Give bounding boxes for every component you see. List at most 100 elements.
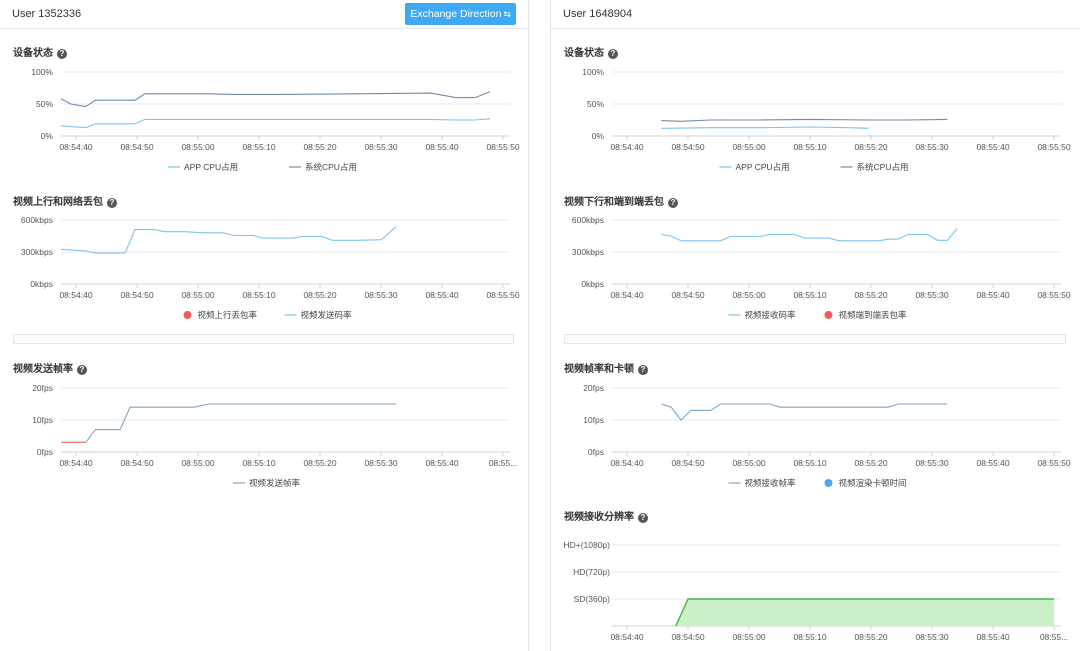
x-tick-label: 08:55:30 <box>915 290 948 300</box>
x-tick-label: 08:55:30 <box>915 458 948 468</box>
x-tick-label: 08:54:50 <box>671 142 704 152</box>
x-tick-label: 08:55:20 <box>854 290 887 300</box>
y-tick-label: 0kbps <box>30 279 53 289</box>
x-tick-label: 08:55:30 <box>364 142 397 152</box>
series-line <box>661 228 958 242</box>
legend-label: 视频接收帧率 <box>745 478 797 488</box>
y-category-label: HD+(1080p) <box>563 540 610 550</box>
series-line <box>60 118 491 129</box>
x-tick-label: 08:55:40 <box>425 142 458 152</box>
x-tick-label: 08:55:50 <box>486 290 519 300</box>
x-tick-label: 08:55:00 <box>181 290 214 300</box>
x-tick-label: 08:55:20 <box>854 142 887 152</box>
chart-right-recv-fps: 0fps 10fps 20fps 08:54:40 08:54:50 08:55:00 08… <box>583 383 1071 488</box>
x-tick-label: 08:54:50 <box>120 458 153 468</box>
y-tick-label: 0% <box>41 131 54 141</box>
series-line <box>661 403 948 421</box>
legend-label: 视频渲染卡顿时间 <box>839 478 907 488</box>
panel-divider <box>528 0 529 651</box>
chart-title-right-device: 设备状态? <box>564 44 618 59</box>
help-icon[interactable]: ? <box>608 49 618 59</box>
x-tick-label: 08:55:10 <box>793 458 826 468</box>
x-tick-label: 08:55:10 <box>793 142 826 152</box>
help-icon[interactable]: ? <box>107 198 117 208</box>
x-tick-label: 08:55:30 <box>915 632 948 642</box>
x-tick-label: 08:55:20 <box>303 458 336 468</box>
y-tick-label: 20fps <box>32 383 53 393</box>
exchange-direction-button[interactable]: Exchange Direction ⇆ <box>405 3 516 25</box>
x-tick-label: 08:55:00 <box>181 142 214 152</box>
x-tick-label: 08:55:50 <box>1037 142 1070 152</box>
series-line <box>60 225 397 254</box>
y-tick-label: 0% <box>592 131 605 141</box>
y-tick-label: 0fps <box>588 447 604 457</box>
help-icon[interactable]: ? <box>668 198 678 208</box>
x-tick-label: 08:55... <box>1040 632 1068 642</box>
y-category-label: SD(360p) <box>574 594 611 604</box>
legend-label: 视频接收码率 <box>745 310 797 320</box>
x-tick-label: 08:55:40 <box>425 290 458 300</box>
x-tick-label: 08:54:50 <box>120 142 153 152</box>
x-tick-label: 08:55:30 <box>364 290 397 300</box>
x-tick-label: 08:55:20 <box>303 290 336 300</box>
x-tick-label: 08:55:30 <box>364 458 397 468</box>
series-line <box>661 126 869 129</box>
panel-divider-right <box>550 0 551 651</box>
resolution-area <box>675 599 1054 626</box>
y-tick-label: 100% <box>582 67 604 77</box>
x-tick-label: 08:55:50 <box>1037 458 1070 468</box>
x-tick-label: 08:55:10 <box>793 632 826 642</box>
x-tick-label: 08:54:40 <box>610 458 643 468</box>
chart-left-device-status: 0% 50% 100% 08:54:40 08:54:50 08:55:00 08:55:1… <box>31 67 520 172</box>
legend-label: 视频发送码率 <box>301 310 353 320</box>
right-user-label: User 1648904 <box>563 8 633 20</box>
left-user-label: User 1352336 <box>12 8 82 20</box>
x-tick-label: 08:55:20 <box>854 632 887 642</box>
y-tick-label: 10fps <box>583 415 604 425</box>
help-icon[interactable]: ? <box>638 513 648 523</box>
x-tick-label: 08:55:40 <box>976 458 1009 468</box>
x-tick-label: 08:55... <box>489 458 517 468</box>
legend-label: 视频发送帧率 <box>249 478 301 488</box>
help-icon[interactable]: ? <box>638 365 648 375</box>
x-tick-label: 08:55:10 <box>242 142 275 152</box>
exchange-direction-label: Exchange Direction <box>410 8 502 20</box>
x-tick-label: 08:54:40 <box>610 290 643 300</box>
chart-left-send-fps: 0fps 10fps 20fps 08:54:40 08:54:50 08:55:00 08… <box>32 383 517 488</box>
left-panel-header: User 1352336 Exchange Direction ⇆ <box>0 0 528 29</box>
x-tick-label: 08:54:50 <box>671 632 704 642</box>
help-icon[interactable]: ? <box>77 365 87 375</box>
x-tick-label: 08:54:40 <box>59 142 92 152</box>
right-user-panel: User 1648904 设备状态? 0% 50% 100% 08:54:40 08:5… <box>551 0 1080 651</box>
x-tick-label: 08:55:00 <box>732 458 765 468</box>
help-icon[interactable]: ? <box>57 49 67 59</box>
series-line <box>61 403 397 443</box>
chart-right-downlink: 0kbps 300kbps 600kbps 08:54:40 08:54:50 08:55… <box>572 215 1071 320</box>
legend-label: 视频上行丢包率 <box>198 310 258 320</box>
right-panel-header: User 1648904 <box>551 0 1080 29</box>
x-tick-label: 08:55:30 <box>915 142 948 152</box>
x-tick-label: 08:54:40 <box>610 142 643 152</box>
x-tick-label: 08:55:40 <box>425 458 458 468</box>
y-tick-label: 600kbps <box>21 215 53 225</box>
x-tick-label: 08:55:10 <box>793 290 826 300</box>
x-tick-label: 08:54:40 <box>59 458 92 468</box>
left-user-panel: User 1352336 Exchange Direction ⇆ 设备状态? 0… <box>0 0 528 651</box>
chart-title-right-downlink: 视频下行和端到端丢包? <box>564 193 678 208</box>
y-tick-label: 10fps <box>32 415 53 425</box>
x-tick-label: 08:55:00 <box>732 290 765 300</box>
legend-dot-icon <box>824 479 833 487</box>
legend-label: APP CPU占用 <box>736 162 790 172</box>
chart-title-left-uplink: 视频上行和网络丢包? <box>13 193 117 208</box>
x-tick-label: 08:55:10 <box>242 290 275 300</box>
series-line <box>661 118 948 122</box>
legend-dot-icon <box>824 311 833 319</box>
chart-title-right-resolution: 视频接收分辨率? <box>564 508 648 523</box>
y-tick-label: 300kbps <box>572 247 604 257</box>
x-tick-label: 08:54:40 <box>610 632 643 642</box>
x-tick-label: 08:54:40 <box>59 290 92 300</box>
x-tick-label: 08:54:50 <box>120 290 153 300</box>
legend-label: 系统CPU占用 <box>857 162 909 172</box>
y-tick-label: 100% <box>31 67 53 77</box>
